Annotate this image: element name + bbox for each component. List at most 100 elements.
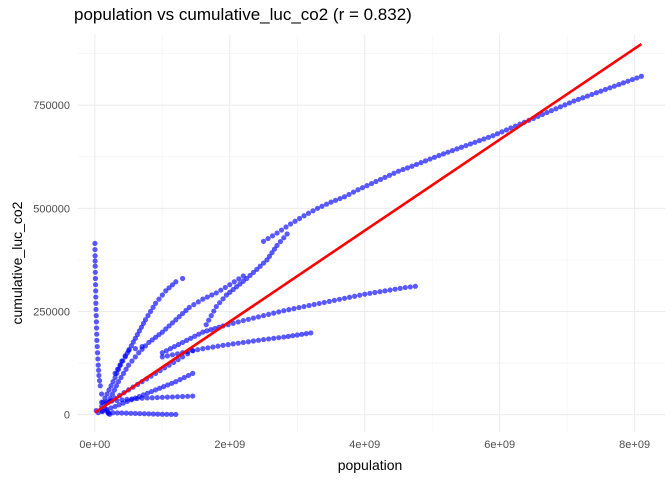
- data-point: [341, 194, 348, 200]
- data-point: [94, 343, 100, 350]
- data-point: [146, 411, 152, 417]
- data-point: [407, 284, 413, 290]
- data-point: [174, 394, 181, 400]
- data-point: [296, 304, 302, 311]
- data-point: [156, 296, 162, 302]
- data-point: [95, 362, 101, 368]
- data-point: [281, 235, 287, 241]
- data-point: [136, 350, 142, 356]
- data-point: [157, 385, 163, 391]
- data-point: [281, 308, 287, 314]
- data-point: [553, 106, 559, 112]
- data-point: [277, 239, 284, 245]
- data-point: [316, 300, 322, 307]
- data-point: [544, 109, 550, 116]
- data-point: [314, 205, 321, 211]
- data-point: [118, 374, 124, 381]
- data-point: [164, 353, 170, 359]
- data-point: [93, 325, 100, 331]
- data-point: [169, 352, 176, 358]
- data-point: [93, 300, 99, 306]
- data-point: [129, 396, 135, 402]
- data-point: [215, 343, 221, 349]
- data-point: [203, 322, 209, 328]
- data-point: [508, 125, 514, 131]
- data-point: [141, 411, 147, 417]
- data-point: [440, 151, 447, 157]
- data-point: [119, 410, 125, 416]
- data-point: [404, 165, 411, 171]
- data-point: [397, 285, 403, 291]
- data-point: [418, 160, 424, 166]
- data-point: [620, 80, 626, 86]
- data-point: [301, 213, 307, 219]
- data-point: [95, 367, 102, 373]
- data-point: [368, 180, 375, 187]
- data-point: [250, 315, 257, 321]
- data-point: [161, 384, 167, 390]
- data-point: [377, 289, 383, 295]
- data-point: [116, 402, 122, 408]
- data-point: [123, 410, 129, 416]
- data-point: [168, 411, 174, 417]
- data-point: [92, 263, 98, 269]
- data-point: [132, 346, 138, 352]
- series-5: [159, 330, 314, 360]
- data-point: [236, 276, 242, 282]
- data-point: [171, 343, 178, 350]
- data-point: [278, 227, 285, 233]
- data-point: [92, 258, 98, 264]
- data-point: [240, 273, 246, 279]
- data-point: [124, 396, 130, 402]
- data-point: [283, 224, 289, 230]
- data-point: [122, 353, 128, 359]
- data-point: [119, 358, 125, 364]
- y-tick-label: 250000: [33, 306, 70, 318]
- data-point: [266, 253, 273, 259]
- data-point: [341, 295, 348, 301]
- data-point: [245, 316, 251, 322]
- data-point: [220, 342, 226, 348]
- data-point: [106, 387, 112, 393]
- data-point: [211, 308, 217, 314]
- series-1: [260, 73, 644, 244]
- data-point: [548, 108, 555, 114]
- data-point: [204, 294, 210, 300]
- data-point: [159, 350, 165, 356]
- data-point: [150, 304, 156, 310]
- data-point: [481, 136, 487, 142]
- data-point: [250, 338, 257, 344]
- data-point: [92, 282, 99, 288]
- data-point: [112, 374, 118, 381]
- data-point: [117, 362, 123, 368]
- data-point: [247, 272, 253, 279]
- data-point: [92, 240, 98, 247]
- data-point: [494, 131, 501, 137]
- data-point: [108, 383, 114, 389]
- data-point: [326, 298, 332, 304]
- data-point: [427, 156, 433, 162]
- data-point: [584, 93, 591, 99]
- data-point: [449, 147, 456, 154]
- data-point: [357, 292, 363, 298]
- data-point: [94, 350, 101, 356]
- axis-ticks: 0e+00 2e+09 4e+09 6e+09 8e+09 0 250000 500000 75…: [33, 100, 650, 451]
- data-point: [287, 221, 294, 227]
- data-point: [271, 310, 277, 316]
- data-point: [149, 395, 155, 401]
- data-point: [255, 314, 262, 320]
- series-4: [159, 283, 418, 356]
- data-point: [285, 333, 291, 339]
- data-point: [132, 354, 138, 360]
- data-point: [134, 395, 140, 402]
- data-point: [196, 331, 202, 337]
- chart-title: population vs cumulative_luc_co2 (r = 0.…: [74, 5, 412, 24]
- data-point: [412, 283, 418, 289]
- data-point: [372, 289, 378, 296]
- data-point: [179, 339, 186, 346]
- data-point: [257, 263, 263, 269]
- data-point: [163, 288, 169, 294]
- data-point: [598, 88, 604, 94]
- data-point: [191, 302, 197, 308]
- data-point: [255, 337, 262, 343]
